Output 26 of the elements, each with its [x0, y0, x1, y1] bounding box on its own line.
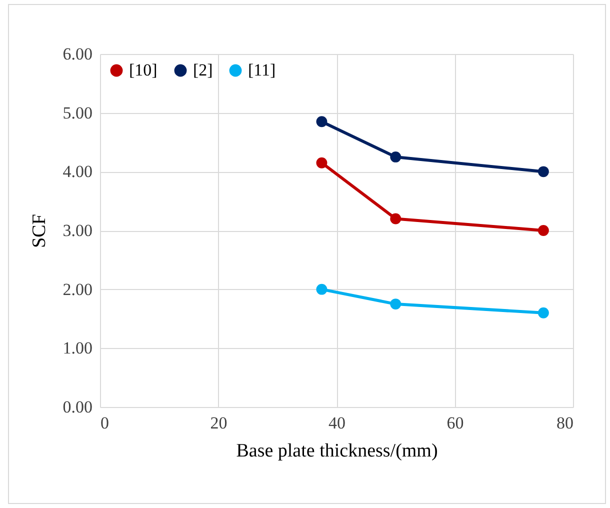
y-tick-label: 6.00: [62, 44, 92, 64]
point: [538, 225, 549, 236]
x-tick-label: 80: [556, 414, 574, 432]
point: [316, 157, 328, 168]
y-axis-title: SCF: [28, 214, 50, 248]
y-tick-label: 2.00: [62, 280, 92, 299]
x-axis-title: Base plate thickness/(mm): [236, 440, 438, 462]
point: [390, 298, 402, 310]
x-tick-label: 0: [100, 414, 109, 432]
x-tick-label: 40: [328, 414, 346, 432]
point: [538, 307, 549, 318]
y-tick-label: 1.00: [62, 338, 92, 358]
x-tick-label: 60: [446, 414, 464, 432]
point: [390, 151, 402, 162]
y-tick-label: 3.00: [62, 221, 92, 240]
legend-label: [2]: [193, 60, 213, 80]
point: [316, 284, 328, 295]
legend-label: [10]: [129, 60, 158, 80]
legend-label: [11]: [248, 60, 276, 80]
point: [390, 213, 402, 224]
x-tick-label: 20: [210, 414, 228, 432]
y-tick-label: 0.00: [62, 398, 92, 416]
y-tick-label: 4.00: [62, 162, 92, 182]
y-tick-label: 5.00: [62, 103, 92, 122]
point: [316, 116, 328, 128]
point: [538, 166, 549, 178]
